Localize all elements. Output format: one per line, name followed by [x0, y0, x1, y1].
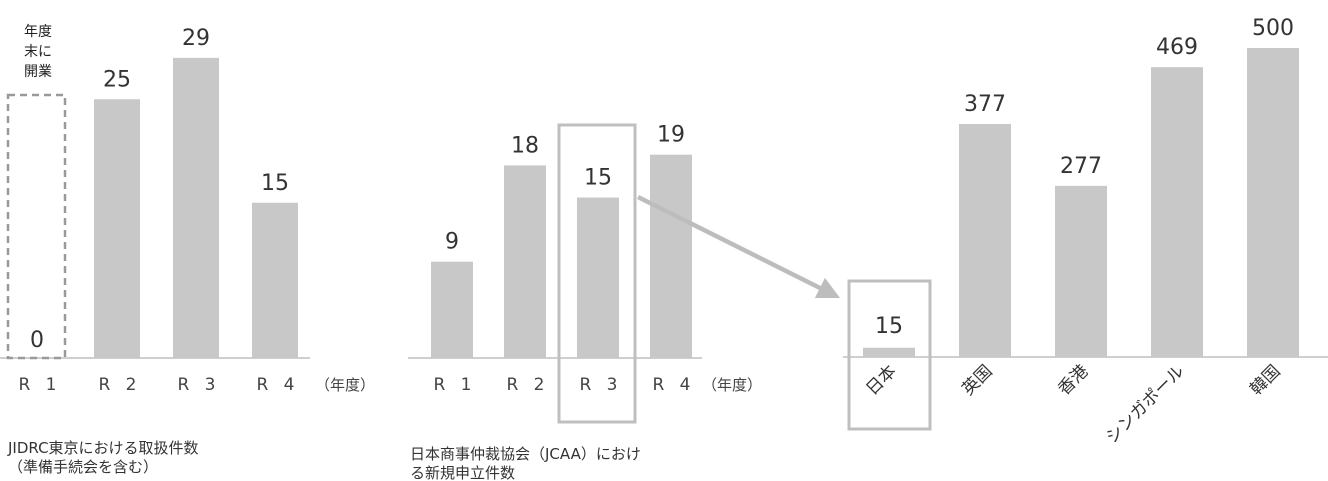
chart3-category-label-2: 香港 — [1054, 361, 1092, 399]
chart2-tick-label-2: R 3 — [579, 375, 622, 395]
chart1-value-label-0: 0 — [30, 328, 44, 353]
connector-arrow — [636, 194, 841, 299]
chart3-bar-2 — [1055, 185, 1107, 357]
chart1-annotation-1: 末に — [24, 44, 52, 60]
chart3-value-label-2: 277 — [1060, 154, 1102, 179]
chart3-category-label-3: シンガポール — [1102, 361, 1188, 447]
chart3-value-label-0: 15 — [875, 314, 903, 339]
chart2-bar-3 — [650, 154, 692, 358]
chart2-tick-label-1: R 2 — [506, 375, 549, 395]
chart1-unit-label: （年度） — [315, 376, 375, 394]
chart1-bar-1 — [94, 99, 140, 358]
chart2-caption-1: る新規申立件数 — [410, 464, 515, 481]
chart2-value-label-2: 15 — [584, 166, 612, 191]
chart2-bar-0 — [431, 261, 473, 358]
chart3-bar-0 — [863, 347, 915, 357]
chart3-bar-4 — [1247, 48, 1299, 357]
chart2-value-label-3: 19 — [657, 123, 685, 148]
chart2-tick-label-0: R 1 — [433, 375, 476, 395]
chart1-dashed-box-r1 — [6, 93, 67, 360]
chart1-bar-3 — [252, 202, 298, 358]
chart1-tick-label-2: R 3 — [177, 375, 220, 395]
chart1-value-label-3: 15 — [261, 171, 289, 196]
chart3-category-label-4: 韓国 — [1246, 361, 1284, 399]
chart1-tick-label-0: R 1 — [18, 375, 61, 395]
chart2-highlight-box-r3 — [557, 123, 637, 424]
chart1-value-label-2: 29 — [182, 26, 210, 51]
chart3-category-label-1: 英国 — [958, 361, 996, 399]
chart1-annotation-2: 開業 — [24, 64, 52, 80]
chart1-annotation-0: 年度 — [24, 24, 52, 40]
chart3-value-label-3: 469 — [1156, 35, 1198, 60]
chart1-bar-2 — [173, 57, 219, 358]
chart3-bar-1 — [959, 124, 1011, 357]
chart1-value-label-1: 25 — [103, 67, 131, 92]
chart3-bar-3 — [1151, 67, 1203, 358]
chart3-category-label-0: 日本 — [862, 361, 900, 399]
chart3-highlight-box-japan — [847, 279, 932, 431]
chart1-caption-0: JIDRC東京における取扱件数 — [7, 439, 199, 457]
chart3-value-label-1: 377 — [964, 92, 1006, 117]
chart2-value-label-0: 9 — [445, 230, 459, 255]
chart2-tick-label-3: R 4 — [652, 375, 695, 395]
chart2-caption-0: 日本商事仲裁協会（JCAA）におけ — [410, 445, 641, 463]
chart3-value-label-4: 500 — [1252, 16, 1294, 41]
chart1-caption-1: （準備手続会を含む） — [8, 458, 158, 476]
chart2-unit-label: （年度） — [702, 376, 762, 394]
chart1-tick-label-3: R 4 — [256, 375, 299, 395]
chart2-bar-1 — [504, 165, 546, 358]
chart1-tick-label-1: R 2 — [98, 375, 141, 395]
chart2-value-label-1: 18 — [511, 133, 539, 158]
chart2-bar-2 — [577, 197, 619, 358]
